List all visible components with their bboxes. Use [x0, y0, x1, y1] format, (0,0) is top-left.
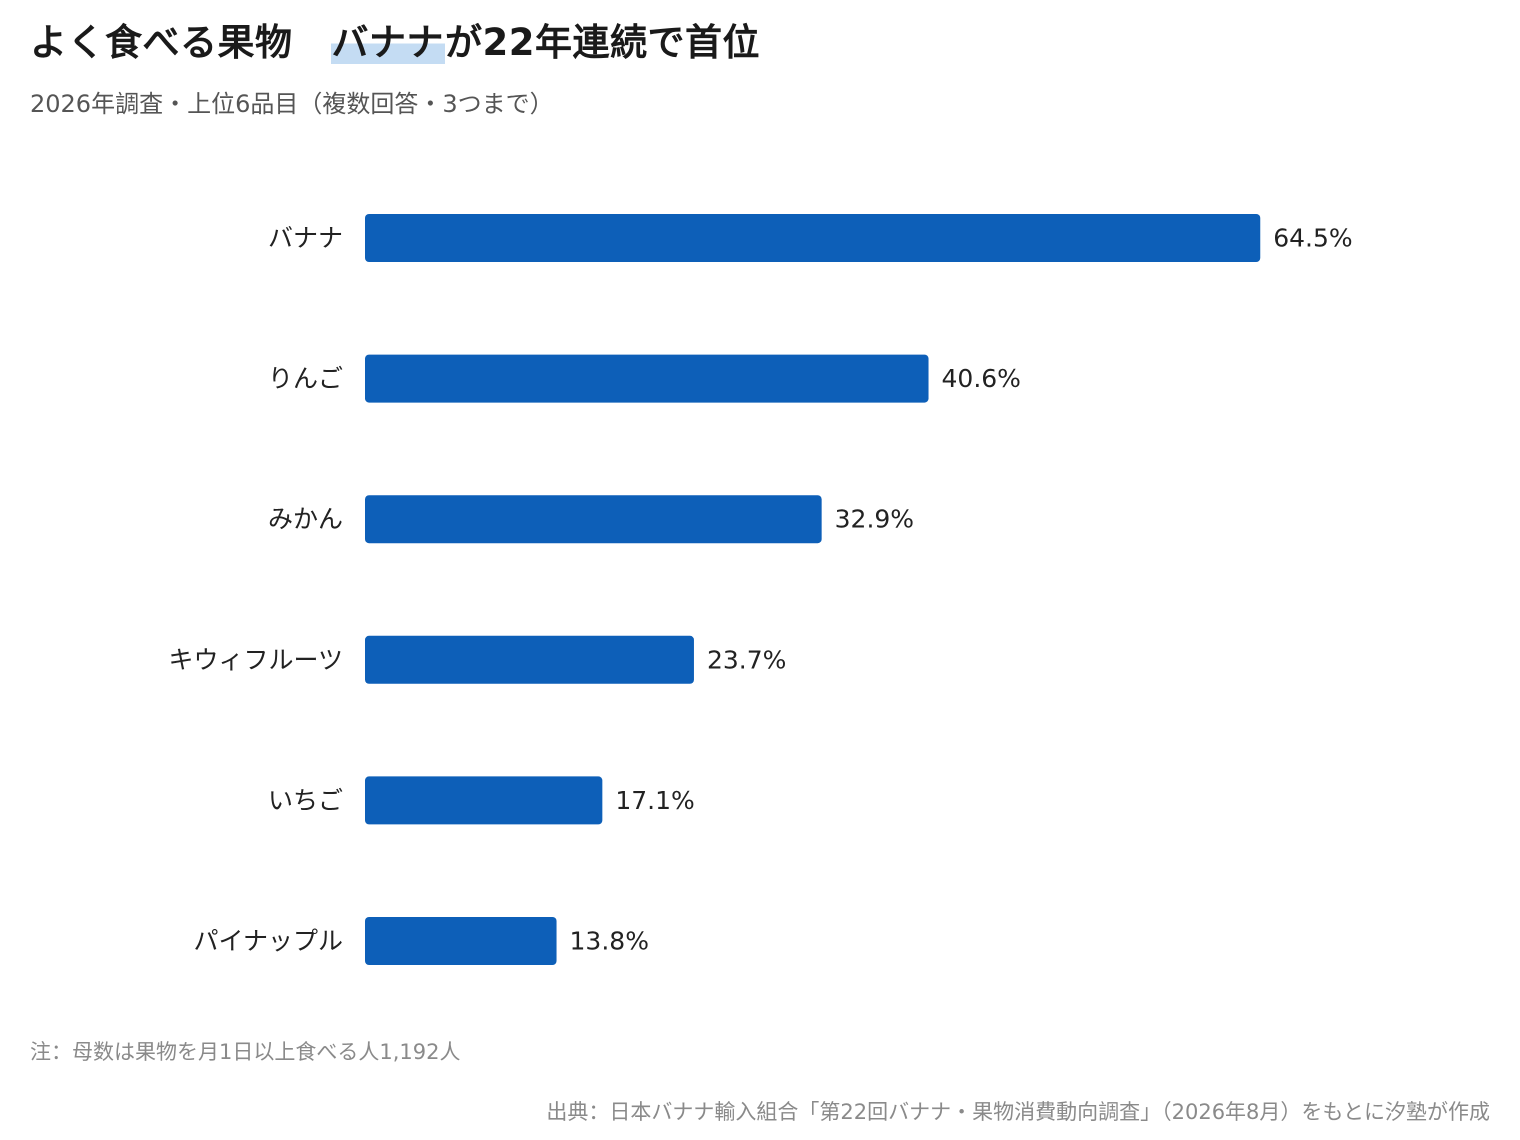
value-label: 13.8%: [570, 927, 649, 956]
category-label: みかん: [268, 505, 343, 534]
title-main: よく食べる果物: [30, 21, 293, 64]
bar: [365, 354, 929, 403]
title-highlight: バナナ: [330, 21, 445, 64]
bar: [365, 214, 1261, 262]
chart-subtitle: 2026年調査・上位6品目（複数回答・3つまで）: [30, 90, 554, 118]
bar-group: キウィフルーツ 23.7%: [168, 635, 786, 684]
value-label: 64.5%: [1273, 224, 1352, 253]
value-label: 32.9%: [835, 505, 914, 534]
bar: [365, 776, 603, 825]
source-credit: 出典：日本バナナ輸入組合「第22回バナナ・果物消費動向調査」（2026年8月）を…: [546, 1100, 1490, 1124]
bar-group: りんご 40.6%: [268, 354, 1021, 403]
bar: [365, 635, 694, 684]
value-label: 23.7%: [707, 645, 786, 674]
bar-group: パイナップル 13.8%: [193, 917, 649, 965]
bar-group: バナナ 64.5%: [268, 214, 1353, 262]
category-label: バナナ: [268, 224, 343, 253]
footnote: 注：母数は果物を月1日以上食べる人1,192人: [30, 1040, 461, 1064]
bar-chart: バナナ 64.5% りんご 40.6% みかん 32.9% キウィフルーツ 23.7% いちご 1…: [168, 214, 1353, 965]
category-label: キウィフルーツ: [168, 645, 343, 674]
category-label: いちご: [268, 786, 343, 815]
bar: [365, 495, 822, 544]
bar-group: いちご 17.1%: [268, 776, 695, 825]
chart-title: よく食べる果物 バナナが22年連続で首位: [30, 12, 760, 66]
category-label: りんご: [268, 364, 343, 393]
category-label: パイナップル: [193, 927, 343, 956]
value-label: 17.1%: [615, 786, 694, 815]
value-label: 40.6%: [942, 364, 1021, 393]
bar: [365, 917, 557, 965]
bar-group: みかん 32.9%: [268, 495, 914, 544]
title-rest: が22年連続で首位: [445, 21, 760, 64]
